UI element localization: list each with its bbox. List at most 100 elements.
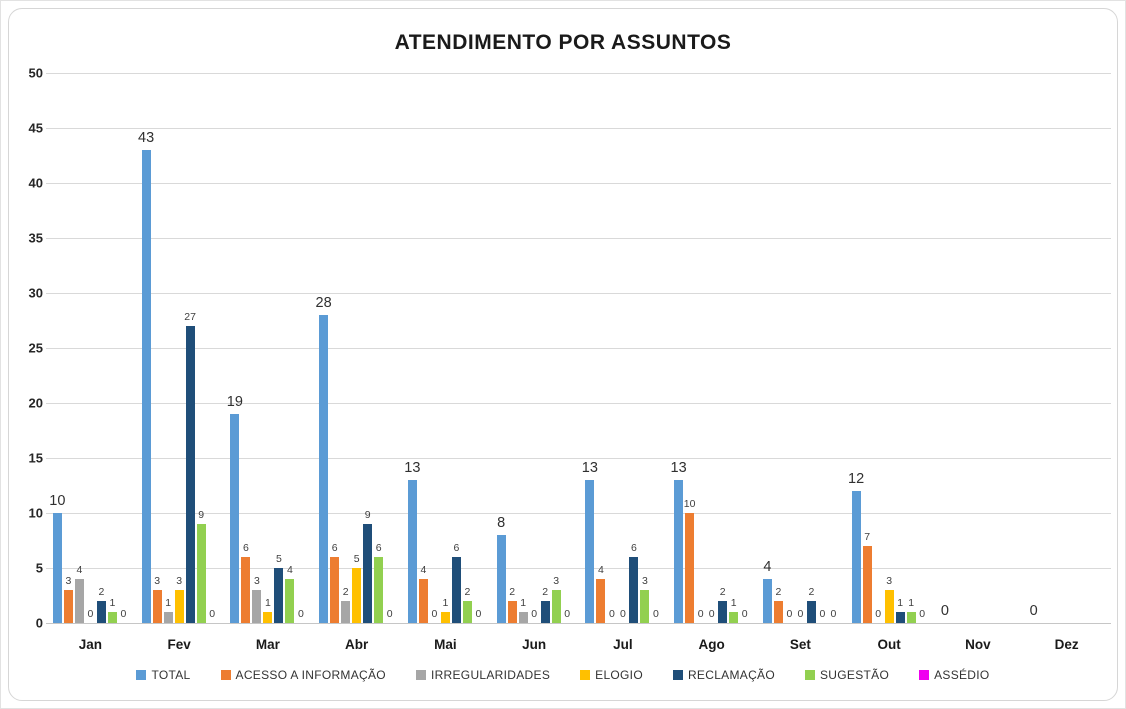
bar-value-label: 0 [940,603,949,619]
bar [585,480,595,623]
bar-value-label: 4 [420,564,427,576]
gridline [46,458,1111,459]
bar [674,480,684,623]
bar-value-label: 1 [908,597,915,609]
bar-value-label: 2 [464,586,471,598]
bar-value-label: 2 [542,586,549,598]
bar-value-label: 2 [509,586,516,598]
legend: TOTAL ACESSO A INFORMAÇÃO IRREGULARIDADES E… [1,668,1125,682]
y-tick-label: 0 [35,615,43,631]
bar [252,590,262,623]
x-tick-label: Abr [345,637,369,652]
bar-value-label: 2 [98,586,105,598]
bar-value-label: 28 [315,295,332,311]
bar-value-label: 0 [797,608,804,620]
bar [63,590,73,623]
bar-value-label: 1 [520,597,527,609]
bar-value-label: 3 [641,575,648,587]
bar [629,557,639,623]
x-tick-label: Jun [522,637,547,652]
bar-value-label: 6 [242,542,249,554]
bar [352,568,362,623]
bar-value-label: 0 [431,608,438,620]
bar-value-label: 0 [386,608,393,620]
bar-value-label: 9 [198,509,205,521]
bar [507,601,517,623]
gridline [46,128,1111,129]
bar-value-label: 0 [564,608,571,620]
legend-item: ACESSO A INFORMAÇÃO [220,668,386,682]
legend-label: ASSÉDIO [934,668,990,682]
bar-value-label: 1 [442,597,449,609]
bar [729,612,739,623]
bar [596,579,606,623]
y-tick-label: 50 [28,65,43,81]
bar-value-label: 4 [597,564,604,576]
x-tick-label: Dez [1054,637,1079,652]
bar [96,601,106,623]
legend-label: ELOGIO [595,668,643,682]
bar-value-label: 2 [808,586,815,598]
bar-value-label: 27 [184,311,196,323]
bar [374,557,384,623]
bar-value-label: 0 [120,608,127,620]
y-tick-label: 15 [28,450,43,466]
gridline [46,293,1111,294]
bar-value-label: 0 [1029,603,1038,619]
bar-value-label: 19 [226,394,243,410]
bar-value-label: 0 [708,608,715,620]
bar-value-label: 0 [819,608,826,620]
bar [107,612,117,623]
bar-value-label: 10 [683,498,696,510]
bar [341,601,351,623]
bar-value-label: 4 [286,564,293,576]
gridline [46,238,1111,239]
bar [862,546,872,623]
x-tick-label: Ago [698,637,725,652]
legend-label: SUGESTÃO [820,668,890,682]
legend-swatch [415,670,426,680]
gridline [46,73,1111,74]
bar-value-label: 6 [453,542,460,554]
legend-item: IRREGULARIDADES [415,668,550,682]
bar-value-label: 3 [176,575,183,587]
bar-value-label: 6 [331,542,338,554]
bar-value-label: 1 [264,597,271,609]
bar-value-label: 3 [65,575,72,587]
bar-value-label: 6 [375,542,382,554]
legend-item: RECLAMAÇÃO [672,668,775,682]
bar [152,590,162,623]
bar [163,612,173,623]
bar-value-label: 12 [848,471,865,487]
bar [196,524,206,623]
bar-value-label: 5 [275,553,282,565]
y-tick-label: 10 [28,505,43,521]
bar-value-label: 0 [608,608,615,620]
bar-value-label: 13 [581,460,598,476]
bar-value-label: 1 [897,597,904,609]
bar-value-label: 1 [730,597,737,609]
bar-value-label: 7 [864,531,871,543]
y-tick-label: 20 [28,395,43,411]
bar-value-label: 0 [741,608,748,620]
bar-value-label: 13 [404,460,421,476]
gridline [46,568,1111,569]
bar [74,579,84,623]
gridline [46,348,1111,349]
bar [141,150,151,623]
legend-swatch [580,670,591,680]
bar [518,612,528,623]
bar-value-label: 0 [297,608,304,620]
bar [407,480,417,623]
bar [540,601,550,623]
bar [462,601,472,623]
bar-value-label: 1 [109,597,116,609]
bar [319,315,329,623]
bar-value-label: 2 [719,586,726,598]
bar-value-label: 3 [553,575,560,587]
bar-value-label: 3 [154,575,161,587]
legend-item: SUGESTÃO [805,668,889,682]
bar-value-label: 0 [652,608,659,620]
x-tick-label: Jan [78,637,102,652]
